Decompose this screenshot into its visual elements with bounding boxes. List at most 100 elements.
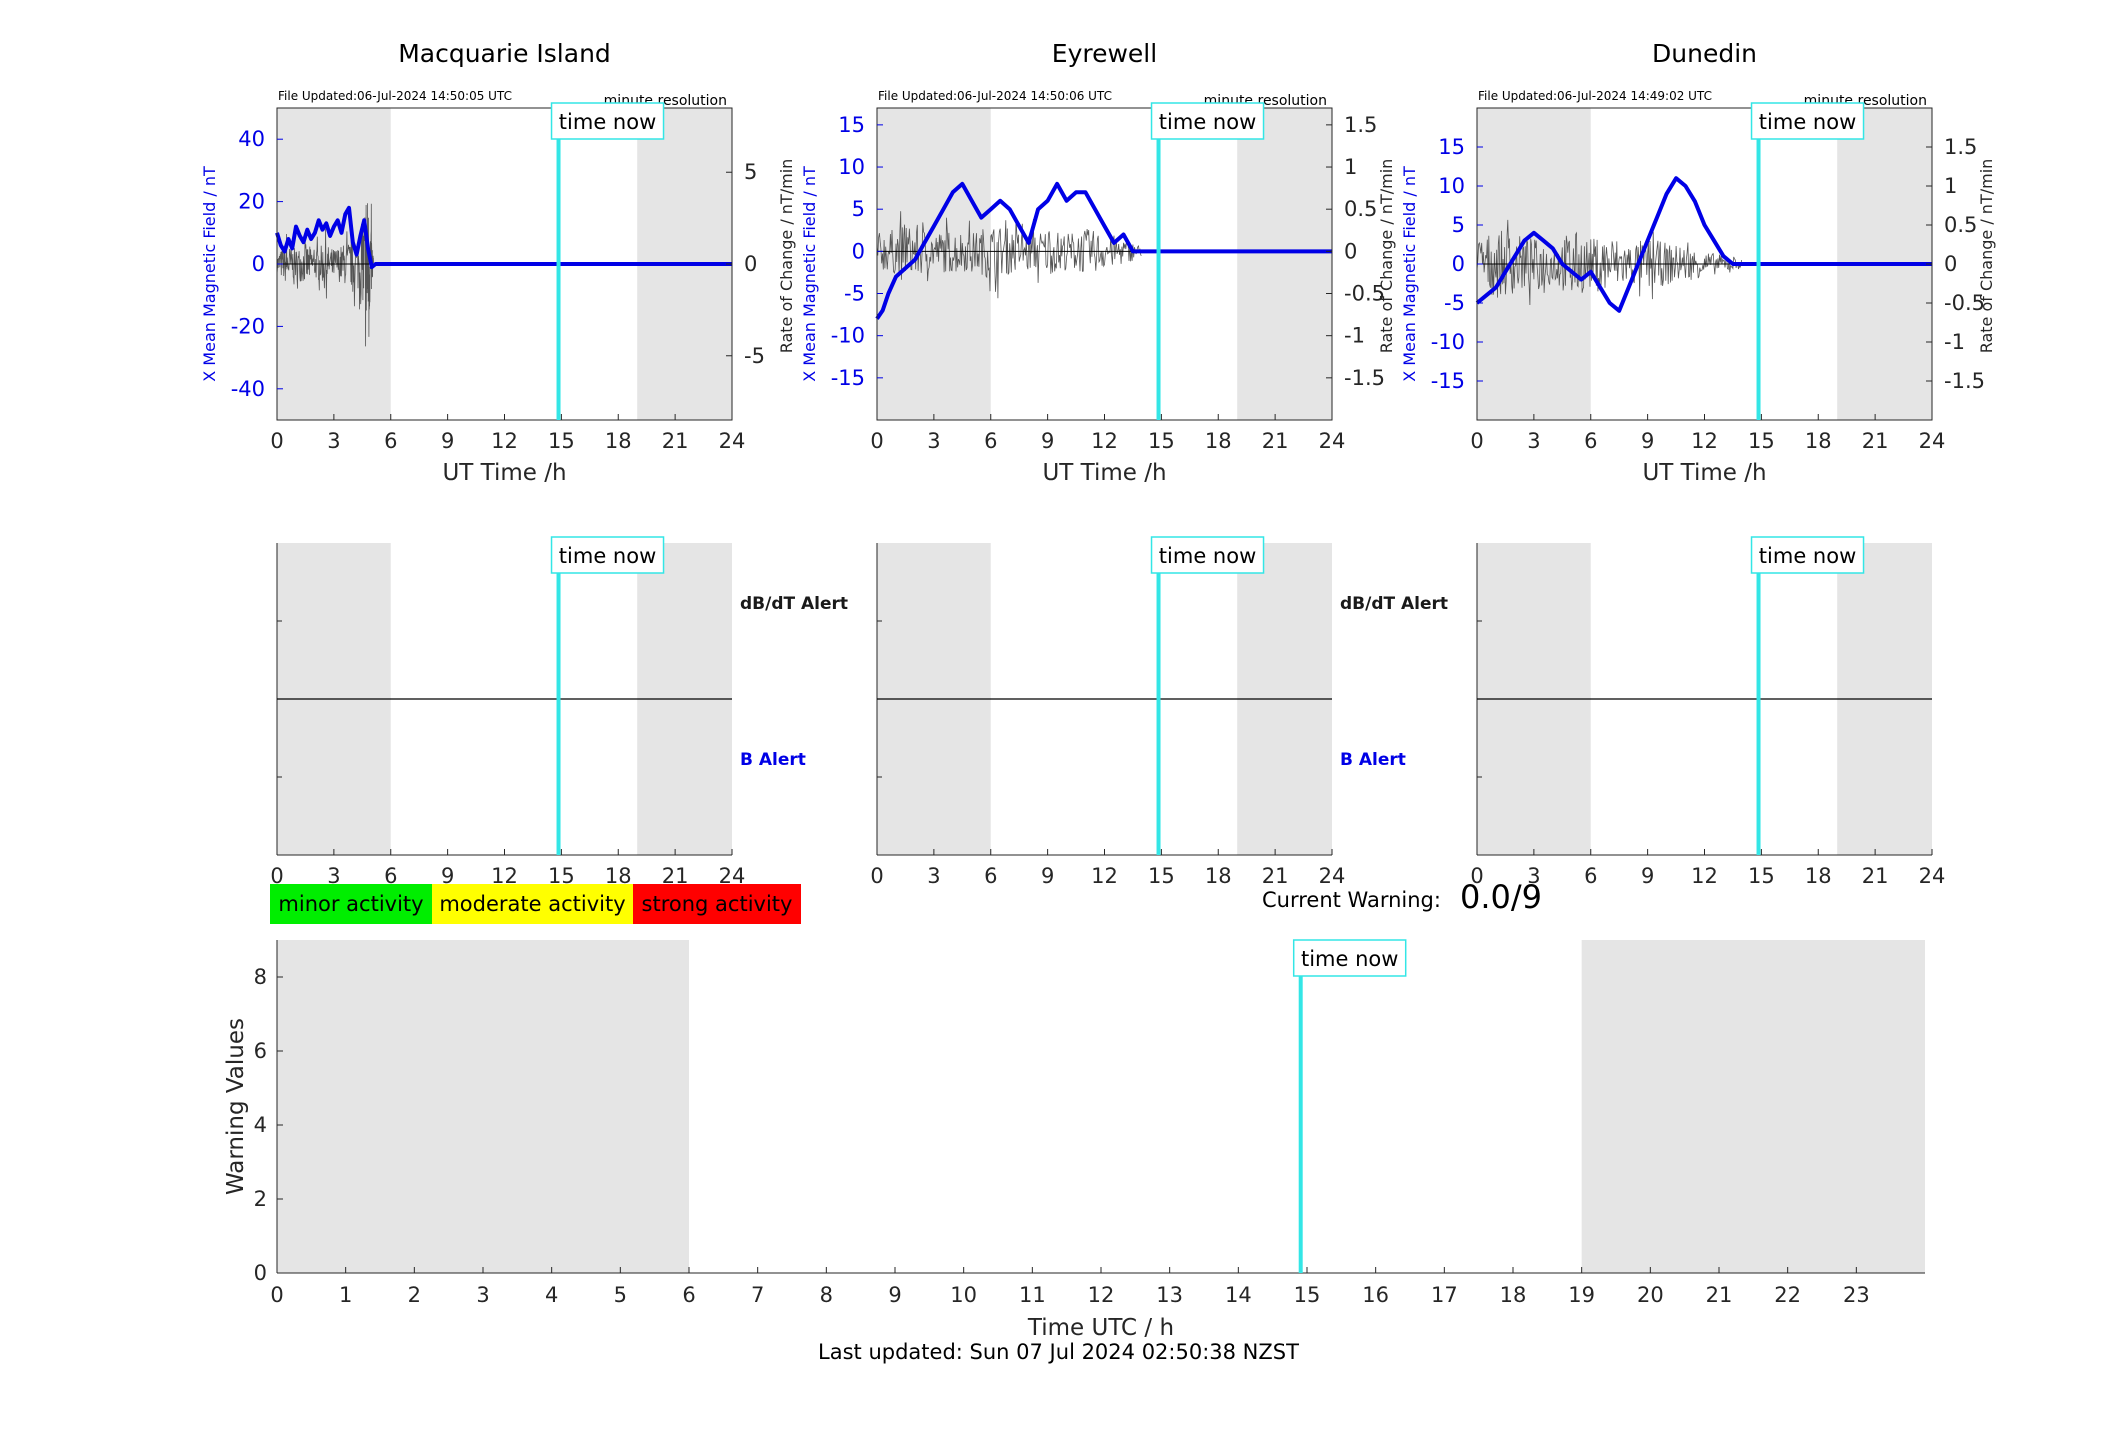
x-tick-label: 12 — [1088, 1283, 1115, 1307]
x-tick-label: 15 — [1148, 429, 1175, 453]
y-tick-label: 4 — [254, 1113, 267, 1137]
x-tick-label: 15 — [1748, 429, 1775, 453]
x-tick-label: 9 — [1641, 429, 1654, 453]
x-tick-label: 3 — [327, 864, 340, 888]
y2-tick-label: -0.5 — [1344, 282, 1385, 306]
x-tick-label: 18 — [1205, 429, 1232, 453]
time-now-box — [1150, 536, 1265, 574]
y2-tick-label: -0.5 — [1944, 291, 1985, 315]
x-tick-label: 18 — [1205, 864, 1232, 888]
station-plot-dunedin: Dunedin File Updated:06-Jul-2024 14:49:02… — [1400, 39, 1996, 486]
y-tick-label: 40 — [238, 127, 265, 151]
y2-tick-label: 1.5 — [1344, 113, 1377, 137]
y-tick-label: -20 — [231, 314, 265, 338]
station-title: Macquarie Island — [398, 39, 611, 68]
y-tick-label: -10 — [831, 324, 865, 348]
x-tick-label: 9 — [1041, 864, 1054, 888]
x-tick-label: 0 — [870, 429, 883, 453]
x-tick-label: 0 — [270, 864, 283, 888]
x-tick-label: 20 — [1637, 1283, 1664, 1307]
y-tick-label: 0 — [1452, 252, 1465, 276]
x-tick-label: 0 — [870, 864, 883, 888]
y-tick-label: -40 — [231, 377, 265, 401]
x-tick-label: 10 — [950, 1283, 977, 1307]
y2-tick-label: 0.5 — [1344, 197, 1377, 221]
x-tick-label: 3 — [1527, 864, 1540, 888]
x-tick-label: 14 — [1225, 1283, 1252, 1307]
night-shading — [877, 108, 991, 420]
y-tick-label: 2 — [254, 1187, 267, 1211]
station-title: Dunedin — [1652, 39, 1757, 68]
alert-plots: 0 3 6 9 12 15 18 21 24 time now dB/dT Alert B Alert… — [270, 536, 1945, 888]
x-tick-label: 6 — [384, 864, 397, 888]
y2-tick-label: 0.5 — [1944, 213, 1977, 237]
time-now-label: time now — [1301, 947, 1398, 971]
x-tick-label: 3 — [327, 429, 340, 453]
x-tick-label: 18 — [605, 429, 632, 453]
x-axis-label: UT Time /h — [1042, 460, 1166, 486]
station-plot-eyrewell: Eyrewell File Updated:06-Jul-2024 14:50:0… — [800, 39, 1396, 486]
x-axis-label: UT Time /h — [1642, 460, 1766, 486]
x-tick-label: 4 — [545, 1283, 558, 1307]
x-tick-label: 15 — [1748, 864, 1775, 888]
alert-plot-eyrewell: 0 3 6 9 12 15 18 21 24 time now dB/dT Alert B Alert — [870, 536, 1448, 888]
y-tick-label: 0 — [252, 252, 265, 276]
y2-tick-label: 1.5 — [1944, 135, 1977, 159]
time-now-box — [1150, 102, 1265, 140]
b-alert-label: B Alert — [1340, 750, 1406, 770]
x-tick-label: 21 — [662, 429, 689, 453]
y-tick-label: 10 — [838, 155, 865, 179]
y-axis-label: X Mean Magnetic Field / nT — [1400, 166, 1419, 382]
x-tick-label: 9 — [888, 1283, 901, 1307]
x-tick-label: 24 — [1319, 429, 1346, 453]
x-tick-label: 1 — [339, 1283, 352, 1307]
x-tick-label: 12 — [1691, 864, 1718, 888]
y2-tick-label: 0 — [744, 252, 757, 276]
x-tick-label: 6 — [1584, 864, 1597, 888]
x-tick-label: 7 — [751, 1283, 764, 1307]
magnetic-field-series — [275, 205, 732, 270]
y-tick-label: 0 — [254, 1261, 267, 1285]
y-tick-label: 8 — [254, 965, 267, 989]
x-tick-label: 2 — [408, 1283, 421, 1307]
y-tick-label: 10 — [1438, 174, 1465, 198]
night-shading — [1581, 940, 1925, 1273]
time-now-box — [1750, 536, 1865, 574]
file-updated-label: File Updated:06-Jul-2024 14:50:05 UTC — [278, 89, 512, 103]
x-tick-label: 3 — [927, 864, 940, 888]
x-tick-label: 24 — [1319, 864, 1346, 888]
x-tick-label: 19 — [1568, 1283, 1595, 1307]
x-tick-label: 0 — [1470, 864, 1483, 888]
y-tick-label: 20 — [238, 190, 265, 214]
x-tick-label: 9 — [441, 429, 454, 453]
y2-tick-label: 1 — [1944, 174, 1957, 198]
y-tick-label: -15 — [1431, 369, 1465, 393]
x-tick-label: 12 — [1691, 429, 1718, 453]
time-now-label: time now — [1759, 110, 1856, 134]
y2-tick-label: 0 — [1344, 239, 1357, 263]
station-plot-macquarie-island: Macquarie Island File Updated:06-Jul-2024… — [200, 39, 796, 486]
magnetic-field-series — [875, 181, 1332, 320]
y2-tick-label: 1 — [1344, 155, 1357, 179]
x-tick-label: 0 — [1470, 429, 1483, 453]
time-now-box — [1750, 102, 1865, 140]
y2-tick-label: -1.5 — [1344, 366, 1385, 390]
time-now-label: time now — [559, 544, 656, 568]
x-tick-label: 12 — [491, 429, 518, 453]
x-tick-label: 12 — [1091, 429, 1118, 453]
alert-plot-dunedin: 0 3 6 9 12 15 18 21 24 time now — [1470, 536, 1945, 888]
x-tick-label: 12 — [1091, 864, 1118, 888]
dbdt-alert-label: dB/dT Alert — [1340, 594, 1448, 614]
x-tick-label: 21 — [1862, 429, 1889, 453]
x-tick-label: 6 — [984, 864, 997, 888]
legend-moderate-activity: moderate activity — [432, 884, 633, 924]
y-tick-label: 5 — [1452, 213, 1465, 237]
y-axis-label: X Mean Magnetic Field / nT — [800, 166, 819, 382]
x-tick-label: 21 — [1706, 1283, 1733, 1307]
y2-tick-label: 0 — [1944, 252, 1957, 276]
x-axis-label: Time UTC / h — [1027, 1315, 1174, 1341]
x-tick-label: 11 — [1019, 1283, 1046, 1307]
